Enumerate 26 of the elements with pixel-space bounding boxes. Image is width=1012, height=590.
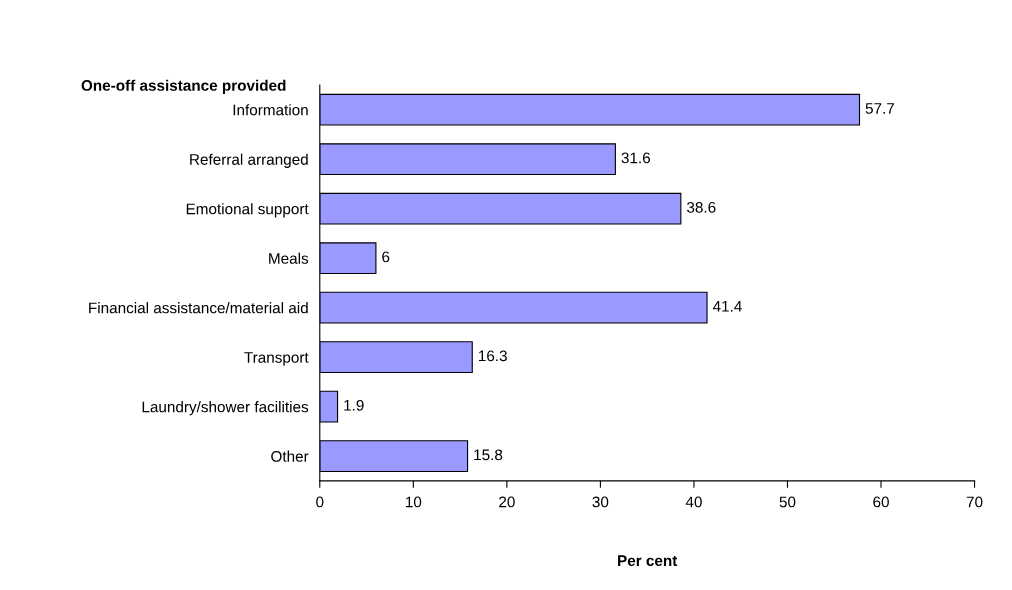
data-label: 38.6	[686, 201, 716, 213]
data-label: 6	[382, 251, 390, 263]
y-tick-label: Emotional support	[186, 203, 309, 218]
y-tick-label: Referral arranged	[190, 153, 308, 168]
x-axis-title: Per cent	[618, 555, 678, 567]
x-tick-label: 30	[592, 496, 609, 508]
data-label: 31.6	[621, 152, 650, 164]
y-tick-label: Financial assistance/material aid	[89, 302, 308, 314]
y-axis-title: One-off assistance provided	[81, 79, 286, 94]
y-tick-label: Meals	[269, 252, 309, 264]
data-label: 57.7	[865, 103, 895, 114]
x-tick-label: 20	[499, 496, 515, 508]
y-tick-label: Laundry/shower facilities	[142, 401, 309, 416]
data-label: 1.9	[344, 399, 364, 411]
data-label: 41.4	[712, 301, 742, 312]
x-tick-label: 70	[966, 496, 983, 508]
x-tick-label: 0	[316, 496, 324, 508]
y-tick-label: Information	[233, 104, 308, 116]
x-tick-label: 60	[873, 496, 889, 508]
y-tick-label: Other	[271, 450, 309, 462]
data-label: 15.8	[474, 449, 503, 461]
x-tick-label: 50	[779, 496, 796, 508]
x-tick-label: 10	[406, 496, 422, 508]
x-tick-label: 40	[685, 496, 702, 508]
y-tick-label: Transport	[244, 352, 309, 366]
data-label: 16.3	[478, 350, 507, 362]
